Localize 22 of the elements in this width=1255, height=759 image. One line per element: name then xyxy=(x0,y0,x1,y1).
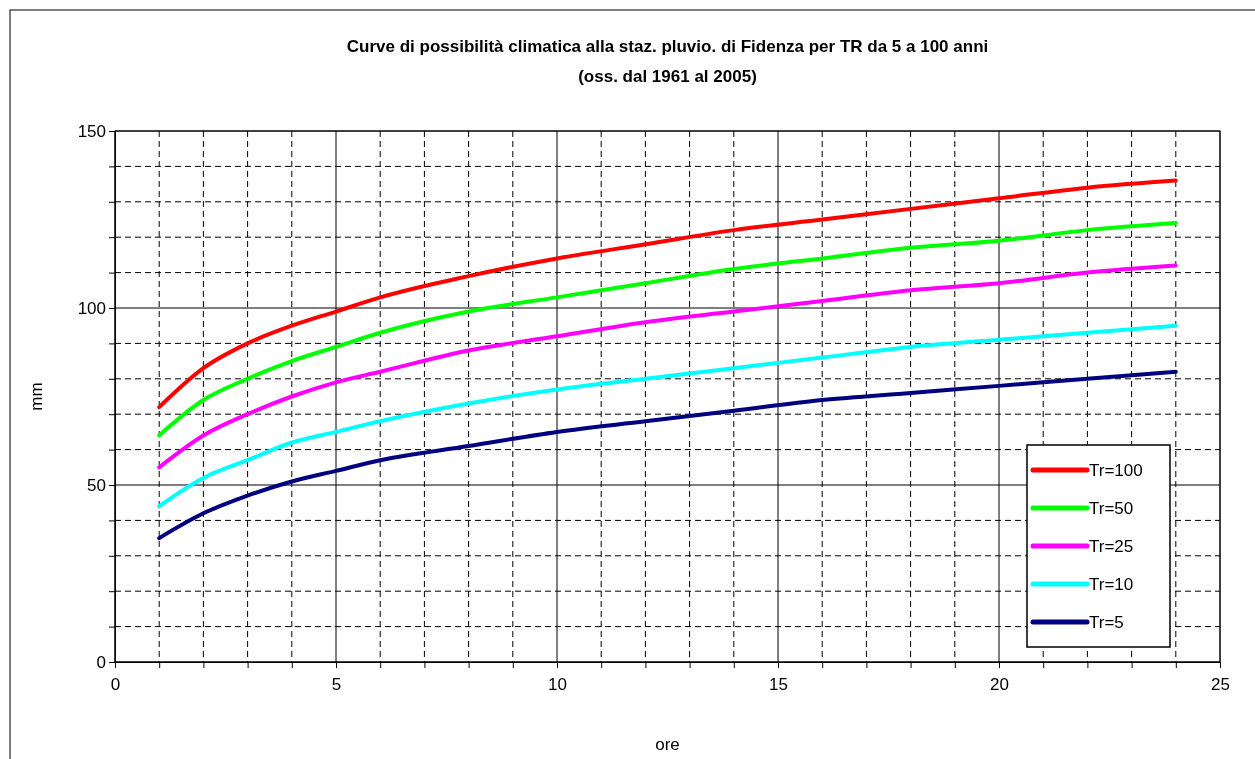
legend-label: Tr=100 xyxy=(1089,461,1143,480)
legend-label: Tr=50 xyxy=(1089,499,1134,518)
x-tick-label: 10 xyxy=(548,674,567,694)
y-axis-title: mm xyxy=(27,382,46,411)
y-tick-label: 150 xyxy=(77,121,106,141)
line-series xyxy=(157,221,1178,438)
chart-title: Curve di possibilità climatica alla staz. pluvio. di Fidenza per TR da 5 a 100 anni xyxy=(346,37,989,56)
line-series xyxy=(157,178,1178,410)
y-tick-label: 50 xyxy=(87,475,106,495)
y-tick-label: 100 xyxy=(77,298,106,318)
y-tick-label: 0 xyxy=(96,652,106,672)
line-series xyxy=(157,369,1178,541)
chart-subtitle: (oss. dal 1961 al 2005) xyxy=(578,67,757,86)
x-tick-label: 5 xyxy=(331,674,342,694)
x-tick-label: 15 xyxy=(769,674,788,694)
x-tick-label: 0 xyxy=(110,674,121,694)
x-tick-label: 25 xyxy=(1211,674,1230,694)
legend-label: Tr=5 xyxy=(1089,613,1124,632)
x-axis-title: ore xyxy=(655,735,680,754)
x-tick-label: 20 xyxy=(990,674,1009,694)
legend-label: Tr=10 xyxy=(1089,575,1134,594)
legend-label: Tr=25 xyxy=(1089,537,1134,556)
